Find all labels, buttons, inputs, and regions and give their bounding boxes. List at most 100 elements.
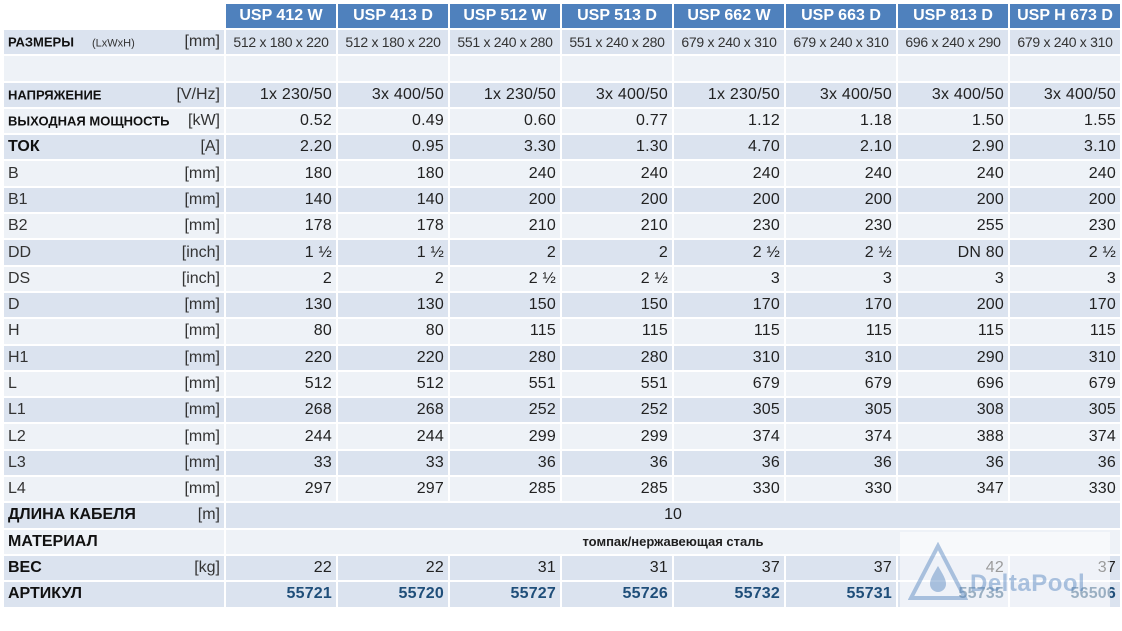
- cell: 115: [562, 319, 672, 344]
- cell: 240: [450, 161, 560, 186]
- cell: 240: [786, 161, 896, 186]
- row-unit: [mm]: [184, 164, 220, 182]
- row-label-cell: DD [inch]: [4, 240, 224, 265]
- row-label: РАЗМЕРЫ (LxWxH): [8, 34, 135, 50]
- cell: 4.70: [674, 135, 784, 160]
- cell: 679 x 240 x 310: [674, 30, 784, 55]
- row-unit: [mm]: [184, 296, 220, 314]
- row-label: DD: [8, 243, 32, 261]
- cell: 200: [898, 187, 1008, 213]
- cell: 150: [562, 292, 672, 318]
- cell: 36: [1010, 450, 1120, 476]
- cell: 330: [1010, 477, 1120, 502]
- cell: 180: [226, 161, 336, 186]
- cell: 150: [450, 292, 560, 318]
- cell: 31: [562, 555, 672, 581]
- cell: 3.30: [450, 135, 560, 160]
- row-l: L [mm] 512 512 551 551 679 679 696 679: [4, 371, 1120, 397]
- cell: 244: [226, 424, 336, 449]
- cell: 1.55: [1010, 108, 1120, 134]
- cell: 2 ½: [1010, 240, 1120, 265]
- row-label-cell: ВЫХОДНАЯ МОЩНОСТЬ [kW]: [4, 108, 224, 134]
- cell: 2 ½: [450, 266, 560, 291]
- cell: 3x 400/50: [1010, 82, 1120, 107]
- cell: 299: [562, 424, 672, 449]
- cell: 37: [786, 555, 896, 581]
- cell: 512: [338, 371, 448, 397]
- row-label: МАТЕРИАЛ: [8, 532, 98, 550]
- material-value: томпак/нержавеющая сталь: [226, 529, 1120, 554]
- cell: 512 x 180 x 220: [338, 30, 448, 55]
- row-label: B: [8, 164, 19, 182]
- cell: 679: [1010, 371, 1120, 397]
- article-cell: 55727: [450, 582, 560, 607]
- row-unit: [inch]: [181, 243, 220, 261]
- cell: 310: [1010, 345, 1120, 370]
- row-unit: [mm]: [184, 427, 220, 445]
- row-label: DS: [8, 269, 31, 287]
- row-label-cell: H1 [mm]: [4, 345, 224, 370]
- cell: 0.52: [226, 108, 336, 134]
- cell: 80: [338, 319, 448, 344]
- cell: 200: [562, 187, 672, 213]
- row-label-cell: B [mm]: [4, 161, 224, 186]
- article-cell: 55735: [898, 582, 1008, 607]
- cell: 0.60: [450, 108, 560, 134]
- row-label-cell: L1 [mm]: [4, 398, 224, 423]
- row-material: МАТЕРИАЛ томпак/нержавеющая сталь: [4, 529, 1120, 554]
- article-cell: 55721: [226, 582, 336, 607]
- cell: 240: [1010, 161, 1120, 186]
- row-label: НАПРЯЖЕНИЕ: [8, 87, 102, 103]
- cell: 330: [674, 477, 784, 502]
- cell: 1.18: [786, 108, 896, 134]
- cell: 290: [898, 345, 1008, 370]
- cell: 200: [674, 187, 784, 213]
- cell: 696: [898, 371, 1008, 397]
- cell: 130: [338, 292, 448, 318]
- cell: 299: [450, 424, 560, 449]
- cell: 255: [898, 214, 1008, 239]
- row-label: H1: [8, 348, 29, 366]
- row-unit: [mm]: [184, 375, 220, 392]
- row-b1: B1 [mm] 140 140 200 200 200 200 200 200: [4, 187, 1120, 213]
- row-label: L2: [8, 427, 26, 445]
- row-label: ВЫХОДНАЯ МОЩНОСТЬ: [8, 113, 170, 129]
- cell: 230: [786, 214, 896, 239]
- row-dimensions: РАЗМЕРЫ (LxWxH) [mm] 512 x 180 x 220 512 …: [4, 30, 1120, 55]
- cell: 230: [674, 214, 784, 239]
- row-label: L1: [8, 401, 26, 419]
- cell: 240: [674, 161, 784, 186]
- cell: 3: [898, 266, 1008, 291]
- row-label: H: [8, 322, 20, 340]
- model-header: USP 662 W: [674, 4, 784, 28]
- cell: 42: [898, 555, 1008, 581]
- cell: 2.10: [786, 135, 896, 160]
- cell: 170: [674, 292, 784, 318]
- cell: 2 ½: [562, 266, 672, 291]
- row-label-cell: L4 [mm]: [4, 477, 224, 502]
- row-label-cell: ДЛИНА КАБЕЛЯ [m]: [4, 503, 224, 528]
- cell: 512: [226, 371, 336, 397]
- cell: 31: [450, 555, 560, 581]
- cell: 280: [450, 345, 560, 370]
- row-label: B1: [8, 190, 28, 208]
- row-unit: [V/Hz]: [176, 85, 220, 103]
- cell: 2: [338, 266, 448, 291]
- row-label: ВЕС: [8, 559, 42, 577]
- cell: 115: [898, 319, 1008, 344]
- row-label-cell: L3 [mm]: [4, 450, 224, 476]
- cell: 268: [338, 398, 448, 423]
- blank-cell: [226, 56, 336, 81]
- row-ds: DS [inch] 2 2 2 ½ 2 ½ 3 3 3 3: [4, 266, 1120, 291]
- header-row: USP 412 W USP 413 D USP 512 W USP 513 D …: [4, 4, 1120, 28]
- model-header: USP 412 W: [226, 4, 336, 28]
- cell: 2: [562, 240, 672, 265]
- row-unit: [mm]: [184, 348, 220, 366]
- cell: 1x 230/50: [674, 82, 784, 107]
- cell: 0.49: [338, 108, 448, 134]
- cell: 551: [450, 371, 560, 397]
- cell: 230: [1010, 214, 1120, 239]
- cell: 285: [562, 477, 672, 502]
- cell: 2: [450, 240, 560, 265]
- cell: 551 x 240 x 280: [450, 30, 560, 55]
